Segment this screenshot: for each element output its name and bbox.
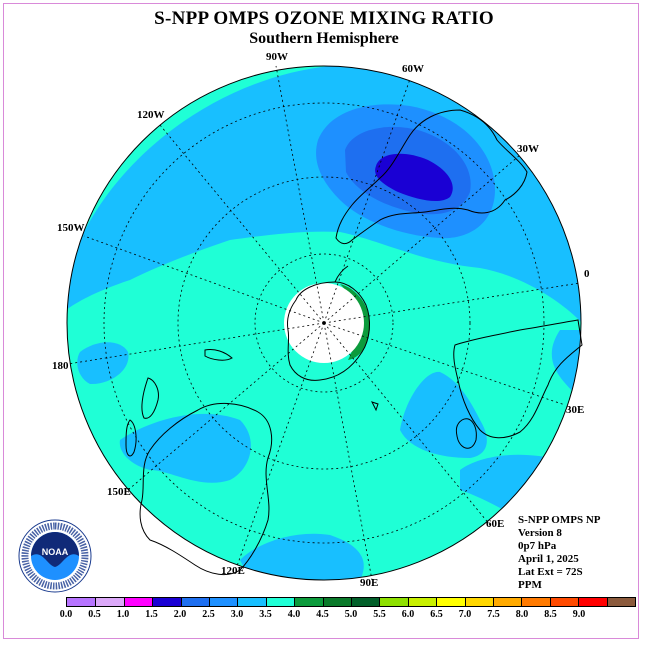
lon-label-30w: 30W (517, 143, 539, 155)
colorbar-tick-label: 8.5 (544, 609, 557, 620)
colorbar-tick-label: 2.5 (202, 609, 215, 620)
colorbar-tick-label: 5.0 (344, 609, 358, 620)
colorbar-swatch (209, 598, 238, 606)
lon-label-90w: 90W (266, 51, 288, 63)
colorbar-tick-label: 1.5 (145, 609, 158, 620)
colorbar (66, 597, 636, 607)
colorbar-tick-label: 2.0 (173, 609, 187, 620)
colorbar-tick-label: 3.5 (259, 609, 272, 620)
info-version: Version 8 (518, 527, 562, 539)
colorbar-tick-label: 5.5 (373, 609, 386, 620)
lon-label-0: 0 (584, 268, 590, 280)
colorbar-swatch (606, 598, 636, 606)
map-subtitle: Southern Hemisphere (249, 30, 399, 47)
figure-frame (3, 3, 639, 639)
colorbar-swatch (578, 598, 607, 606)
lon-label-180: 180 (52, 360, 69, 372)
colorbar-swatch (265, 598, 295, 606)
colorbar-swatch (351, 598, 380, 606)
info-product: S-NPP OMPS NP (518, 514, 601, 526)
colorbar-tick-label: 9.0 (572, 609, 586, 620)
colorbar-swatch (493, 598, 522, 606)
colorbar-swatch (464, 598, 494, 606)
colorbar-tick-label: 6.0 (401, 609, 415, 620)
colorbar-tick-label: 0.5 (88, 609, 101, 620)
colorbar-swatch (436, 598, 465, 606)
product-info: S-NPP OMPS NP Version 8 0p7 hPa April 1,… (518, 514, 601, 592)
colorbar-swatch (237, 598, 266, 606)
lon-label-90e: 90E (360, 577, 379, 589)
coastlines (125, 109, 583, 576)
ozone-field (67, 66, 581, 580)
colorbar-tick-label: 3.0 (230, 609, 244, 620)
lon-label-150e: 150E (107, 486, 131, 498)
colorbar-tick-label: 4.0 (287, 609, 301, 620)
info-date: April 1, 2025 (518, 553, 579, 565)
colorbar-tick-label: 1.0 (116, 609, 130, 620)
lon-label-60w: 60W (402, 63, 424, 75)
graticule (67, 65, 581, 581)
colorbar-swatch (294, 598, 323, 606)
colorbar-tick-labels: 0.0 0.5 1.0 1.5 2.0 2.5 3.0 3.5 4.0 4.5 5.0 5.5 6.0 6… (0, 609, 648, 623)
colorbar-tick-label: 7.0 (458, 609, 472, 620)
colorbar-tick-label: 4.5 (316, 609, 329, 620)
colorbar-swatch (379, 598, 408, 606)
noaa-logo-text: NOAA (42, 547, 69, 557)
colorbar-swatch (180, 598, 210, 606)
map-title: S-NPP OMPS OZONE MIXING RATIO (154, 8, 494, 29)
colorbar-swatch (95, 598, 124, 606)
noaa-logo: NOAA (18, 519, 92, 593)
colorbar-swatch (407, 598, 437, 606)
colorbar-swatch (152, 598, 181, 606)
lon-label-150w: 150W (57, 222, 85, 234)
colorbar-tick-label: 7.5 (487, 609, 500, 620)
colorbar-swatch (67, 598, 96, 606)
colorbar-swatch (123, 598, 153, 606)
colorbar-swatch (521, 598, 550, 606)
info-lat-ext: Lat Ext = 72S (518, 566, 583, 578)
info-level: 0p7 hPa (518, 540, 557, 552)
lon-label-120w: 120W (137, 109, 165, 121)
lon-label-120e: 120E (221, 565, 245, 577)
map-boundary (66, 65, 582, 581)
colorbar-tick-label: 0.0 (59, 609, 73, 620)
lon-label-60e: 60E (486, 518, 505, 530)
colorbar-swatch (322, 598, 352, 606)
lon-label-30e: 30E (566, 404, 585, 416)
colorbar-tick-label: 8.0 (515, 609, 529, 620)
info-unit: PPM (518, 579, 542, 591)
colorbar-swatch (549, 598, 579, 606)
colorbar-tick-label: 6.5 (430, 609, 443, 620)
south-pole-marker (322, 321, 326, 325)
